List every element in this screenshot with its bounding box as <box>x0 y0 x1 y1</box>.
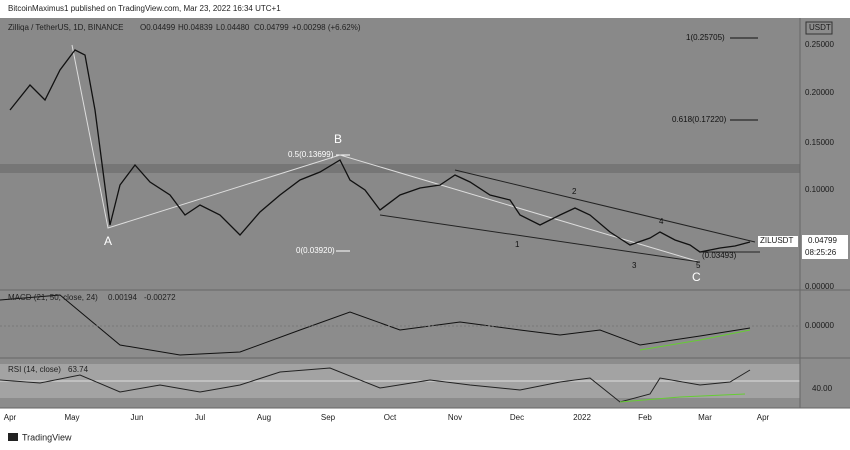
logo <box>8 433 18 441</box>
main-pane <box>0 18 800 290</box>
fib-label: 0.5(0.13699) <box>288 150 334 159</box>
date-label: Mar <box>698 413 712 422</box>
macd-line <box>0 294 751 356</box>
fib-label: 1(0.25705) <box>686 33 725 42</box>
date-label: 2022 <box>573 413 591 422</box>
wave-label: 1 <box>515 240 520 249</box>
rsi-line <box>0 367 751 403</box>
price-line <box>9 49 751 253</box>
date-label: Jul <box>195 413 205 422</box>
low-label: (0.03493) <box>702 251 737 260</box>
price-label: 0.00000 <box>805 282 834 291</box>
macd-v1: 0.00194 <box>108 293 137 302</box>
date-label: Apr <box>4 413 17 422</box>
publisher: BitcoinMaximus1 published on TradingView… <box>8 4 281 13</box>
high: H0.04839 <box>178 23 213 32</box>
wave-line <box>71 44 701 263</box>
wave-label: 3 <box>632 261 637 270</box>
wave-label: 4 <box>659 217 664 226</box>
resistance-zone <box>0 164 800 173</box>
macd-axis: 0.00000 <box>805 321 834 330</box>
brand: TradingView <box>22 432 72 442</box>
date-label: Jun <box>131 413 144 422</box>
fib-label: 0(0.03920) <box>296 246 335 255</box>
date-label: Apr <box>757 413 770 422</box>
currency: USDT <box>809 23 831 32</box>
date-label: May <box>64 413 79 422</box>
price-label: 0.25000 <box>805 40 834 49</box>
open: O0.04499 <box>140 23 176 32</box>
macd-v2: -0.00272 <box>144 293 176 302</box>
rsi-axis: 40.00 <box>812 384 833 393</box>
ticker: ZILUSDT <box>760 236 793 245</box>
symbol: Zilliqa / TetherUS, 1D, BINANCE <box>8 23 123 32</box>
fib-label: 0.618(0.17220) <box>672 115 727 124</box>
date-label: Sep <box>321 413 336 422</box>
wave-label: C <box>692 270 701 284</box>
rsi-label: RSI (14, close) <box>8 365 61 374</box>
date-label: Aug <box>257 413 271 422</box>
date-label: Dec <box>510 413 524 422</box>
wedge-line <box>454 169 756 243</box>
countdown: 08:25:26 <box>805 248 837 257</box>
wave-label: 2 <box>572 187 577 196</box>
date-label: Feb <box>638 413 652 422</box>
date-label: Nov <box>448 413 462 422</box>
change: +0.00298 (+6.62%) <box>292 23 361 32</box>
date-label: Oct <box>384 413 397 422</box>
macd-divergence <box>639 329 751 351</box>
currency-box <box>805 21 833 35</box>
last-price: 0.04799 <box>808 236 837 245</box>
price-label: 0.10000 <box>805 185 834 194</box>
rsi-value: 63.74 <box>68 365 89 374</box>
close: C0.04799 <box>254 23 289 32</box>
price-label: 0.15000 <box>805 138 834 147</box>
price-label: 0.20000 <box>805 88 834 97</box>
rsi-divergence <box>619 393 746 403</box>
wedge-line <box>379 214 701 263</box>
macd-label: MACD (21, 50, close, 24) <box>8 293 98 302</box>
ticker-box <box>758 236 798 247</box>
last-price-box <box>802 235 848 259</box>
wave-label: B <box>334 132 342 146</box>
time-axis: Apr May Jun Jul Aug Sep Oct Nov Dec 2022 Feb Mar Apr <box>4 413 770 422</box>
low: L0.04480 <box>216 23 250 32</box>
wave-label: A <box>104 234 112 248</box>
wave-label: 5 <box>696 261 701 270</box>
